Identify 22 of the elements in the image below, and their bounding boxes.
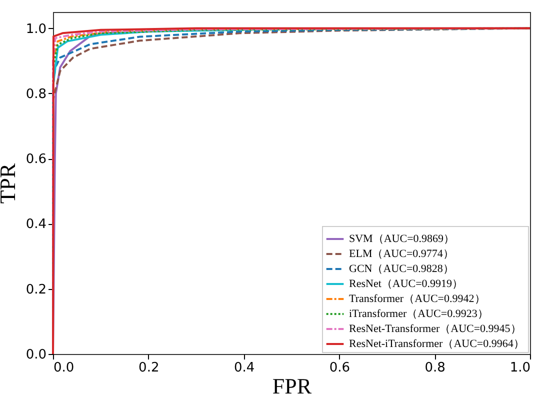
legend-label: ResNet-Transformer（AUC=0.9945）: [349, 323, 522, 335]
x-tick-label: 0.8: [424, 360, 446, 376]
x-axis-title: FPR: [272, 374, 312, 398]
x-tick-label: 0.4: [234, 360, 255, 376]
x-tick-label: 1.0: [510, 360, 530, 376]
legend-label: ResNet-iTransformer（AUC=0.9964）: [349, 338, 524, 350]
y-tick-label: 0.2: [26, 282, 46, 298]
y-tick-label: 0.4: [26, 217, 46, 232]
legend-label: GCN（AUC=0.9828）: [349, 263, 454, 275]
x-tick-label: 0.6: [329, 360, 350, 376]
y-tick-label: 0.0: [26, 348, 46, 362]
legend-label: Transformer（AUC=0.9942）: [349, 293, 486, 305]
y-tick-label: 0.8: [26, 86, 46, 102]
y-axis-title: TPR: [0, 163, 20, 204]
legend-label: ELM（AUC=0.9774）: [349, 248, 454, 260]
legend-label: SVM（AUC=0.9869）: [349, 233, 455, 245]
y-tick-label: 0.6: [26, 152, 46, 168]
legend-label: iTransformer（AUC=0.9923）: [349, 308, 488, 320]
x-tick-label: 0.0: [54, 360, 74, 376]
x-tick-label: 0.2: [138, 360, 160, 376]
y-tick-label: 1.0: [26, 22, 46, 37]
legend-label: ResNet（AUC=0.9919）: [349, 278, 464, 290]
